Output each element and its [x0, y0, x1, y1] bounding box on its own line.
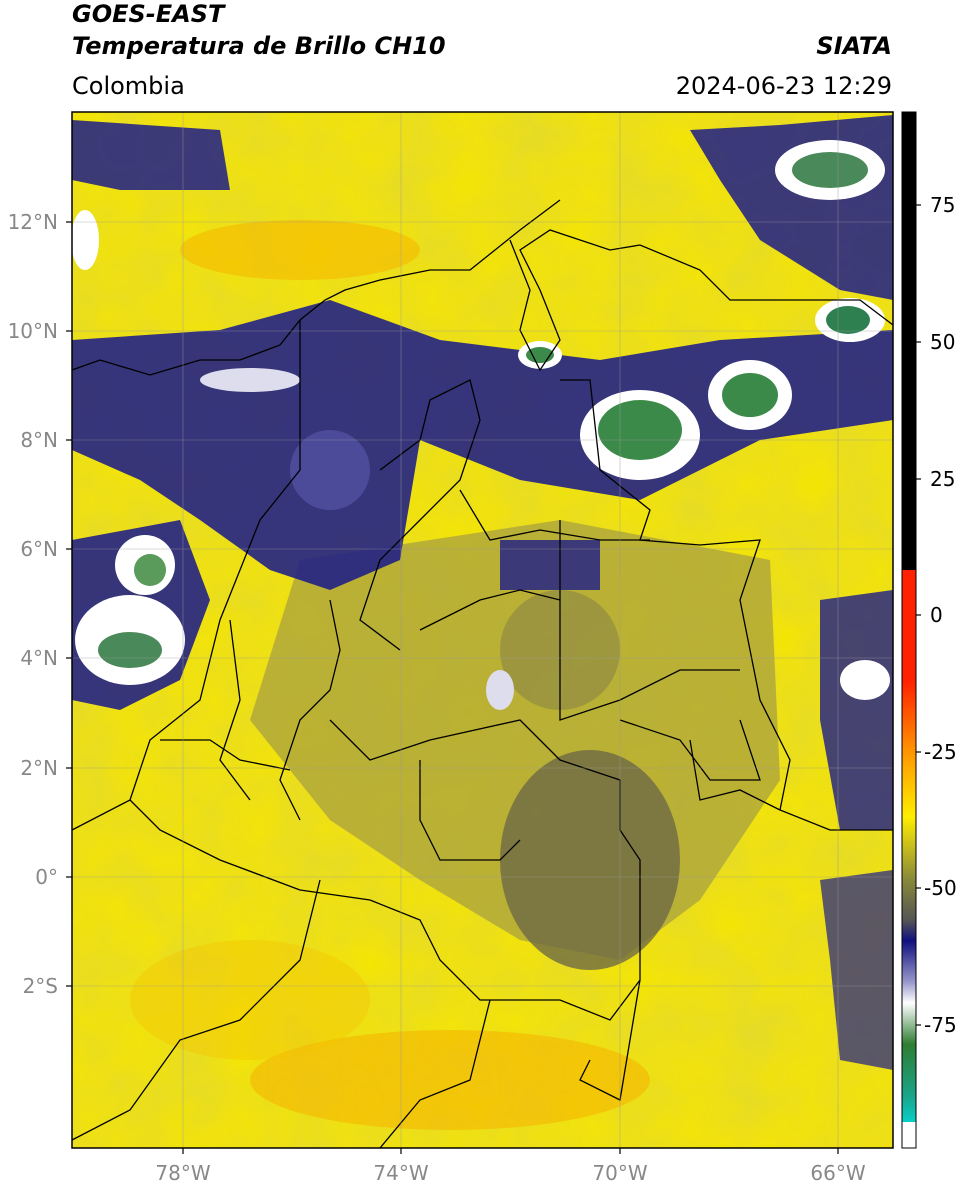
lon-label-70w: 70°W [592, 1161, 647, 1185]
colorbar-tick-75: 75 [930, 193, 955, 217]
lat-label-4n: 4°N [20, 646, 58, 670]
country-borders [72, 199, 893, 1148]
grid-lines [72, 112, 893, 1148]
colorbar-tick-50: 50 [930, 330, 955, 354]
satellite-title: GOES-EAST [72, 0, 225, 28]
colorbar-tick-neg75: -75 [924, 1013, 957, 1037]
map-field [72, 112, 893, 1148]
lat-label-6n: 6°N [20, 537, 58, 561]
colorbar-tick-neg25: -25 [924, 740, 957, 764]
colorbar-tick-0: 0 [930, 603, 943, 627]
lon-label-78w: 78°W [155, 1161, 210, 1185]
product-title: Temperatura de Brillo CH10 [72, 32, 446, 60]
lat-label-12n: 12°N [8, 210, 58, 234]
lat-label-2n: 2°N [20, 756, 58, 780]
lat-label-0: 0° [35, 865, 58, 889]
agency-label: SIATA [816, 32, 892, 60]
lon-label-66w: 66°W [810, 1161, 865, 1185]
lat-label-2s: 2°S [23, 974, 58, 998]
lon-label-74w: 74°W [373, 1161, 428, 1185]
lat-label-10n: 10°N [8, 319, 58, 343]
colorbar-tick-25: 25 [930, 467, 955, 491]
lat-label-8n: 8°N [20, 428, 58, 452]
datetime-label: 2024-06-23 12:29 [675, 72, 892, 100]
region-label: Colombia [72, 72, 185, 100]
axis-ticks [66, 221, 839, 1154]
colorbar-tick-neg50: -50 [924, 876, 957, 900]
map-frame [71, 111, 894, 1149]
colorbar: 75 50 25 0 -25 -50 -75 [901, 111, 957, 1149]
